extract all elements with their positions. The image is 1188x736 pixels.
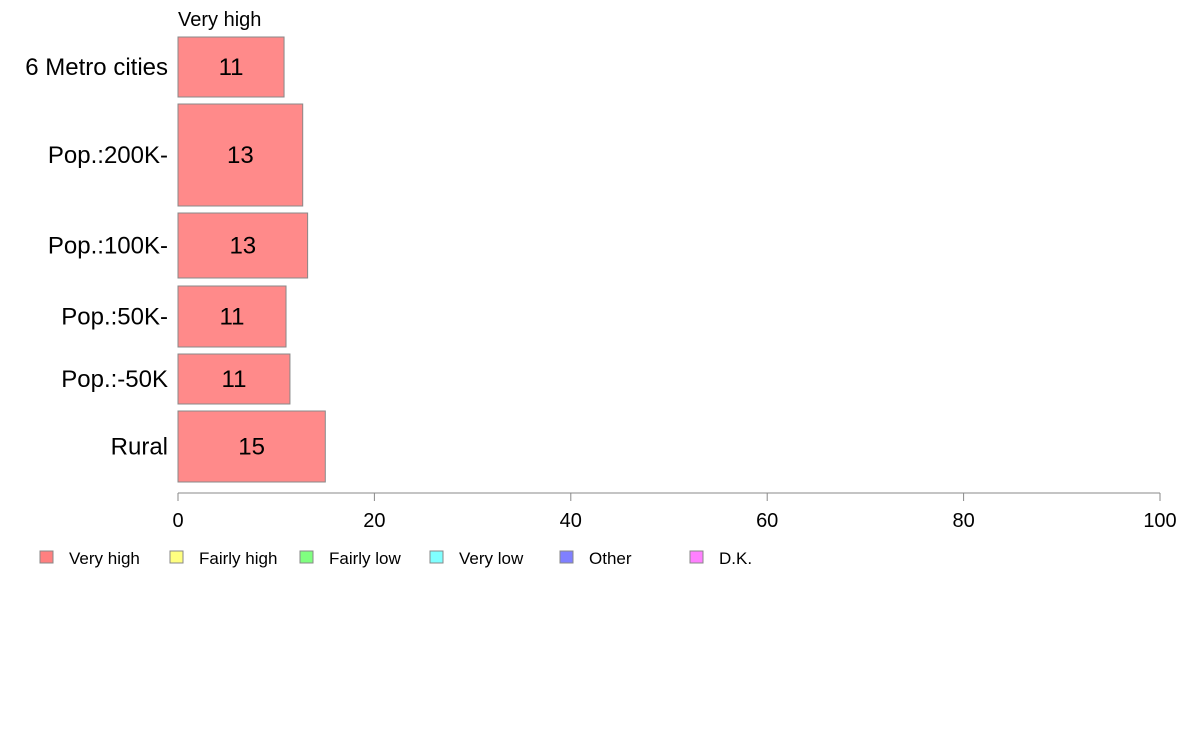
legend-swatch <box>299 550 314 564</box>
bar-value-label: 11 <box>220 304 245 331</box>
legend-label: Fairly high <box>199 549 277 568</box>
x-tick-label: 100 <box>1143 510 1176 532</box>
legend: Very high Fairly high Fairly low Very low Ot… <box>39 549 752 568</box>
legend-swatch <box>39 550 54 564</box>
x-tick-label: 20 <box>363 510 385 532</box>
legend-label: Fairly low <box>329 549 402 568</box>
bar <box>177 212 309 279</box>
bars-group: 11 6 Metro cities 13 Pop.:200K- 13 Pop.:100K-… <box>25 36 326 483</box>
bar <box>177 36 285 98</box>
x-tick-label: 60 <box>756 510 778 532</box>
bar-value-label: 11 <box>219 54 244 81</box>
legend-label: Other <box>589 549 632 568</box>
legend-swatch <box>429 550 444 564</box>
bar <box>177 410 326 483</box>
legend-label: Very high <box>69 549 140 568</box>
category-label: 6 Metro cities <box>25 54 168 81</box>
x-tick-label: 0 <box>172 510 183 532</box>
category-label: Rural <box>111 434 168 461</box>
x-tick-label: 80 <box>952 510 974 532</box>
series-title: Very high <box>178 9 261 31</box>
legend-swatch <box>169 550 184 564</box>
bar-value-label: 11 <box>222 366 247 393</box>
bar-value-label: 15 <box>238 434 265 461</box>
x-axis: 0 20 40 60 80 100 <box>172 492 1177 532</box>
bar <box>177 285 287 348</box>
bar <box>177 103 304 207</box>
legend-label: D.K. <box>719 549 752 568</box>
category-label: Pop.:-50K <box>61 366 168 393</box>
legend-swatch <box>689 550 704 564</box>
legend-label: Very low <box>459 549 524 568</box>
x-tick-label: 40 <box>560 510 582 532</box>
category-label: Pop.:50K- <box>61 304 168 331</box>
bar-value-label: 13 <box>229 233 256 260</box>
bar-value-label: 13 <box>227 142 254 169</box>
legend-swatch <box>559 550 574 564</box>
category-label: Pop.:100K- <box>48 233 168 260</box>
bar <box>177 353 291 405</box>
category-label: Pop.:200K- <box>48 142 168 169</box>
